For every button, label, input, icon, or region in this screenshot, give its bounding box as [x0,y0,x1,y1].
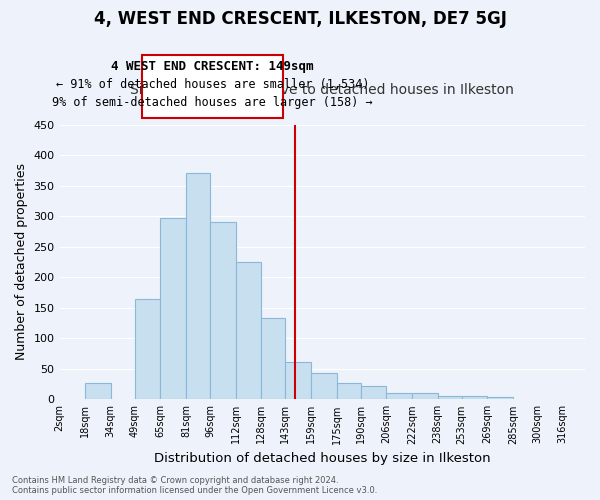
Bar [186,174,210,400]
Bar [135,298,160,400]
Bar [361,386,386,400]
Y-axis label: Number of detached properties: Number of detached properties [15,164,28,360]
Bar [487,397,513,400]
Title: Size of property relative to detached houses in Ilkeston: Size of property relative to detached ho… [130,83,514,97]
Text: 9% of semi-detached houses are larger (158) →: 9% of semi-detached houses are larger (1… [52,96,373,108]
Bar [437,396,461,400]
Text: Contains HM Land Registry data © Crown copyright and database right 2024.
Contai: Contains HM Land Registry data © Crown c… [12,476,377,495]
Bar [311,373,337,400]
Text: 4, WEST END CRESCENT, ILKESTON, DE7 5GJ: 4, WEST END CRESCENT, ILKESTON, DE7 5GJ [94,10,506,28]
Bar [386,392,412,400]
Text: 4 WEST END CRESCENT: 149sqm: 4 WEST END CRESCENT: 149sqm [111,60,314,73]
Bar [337,383,361,400]
Bar [236,262,262,400]
Bar [286,362,311,400]
Bar [210,222,236,400]
Bar [262,318,286,400]
Bar [412,392,437,400]
Text: ← 91% of detached houses are smaller (1,534): ← 91% of detached houses are smaller (1,… [56,78,369,91]
X-axis label: Distribution of detached houses by size in Ilkeston: Distribution of detached houses by size … [154,452,491,465]
Bar [85,383,111,400]
Bar [160,218,186,400]
Bar [461,396,487,400]
